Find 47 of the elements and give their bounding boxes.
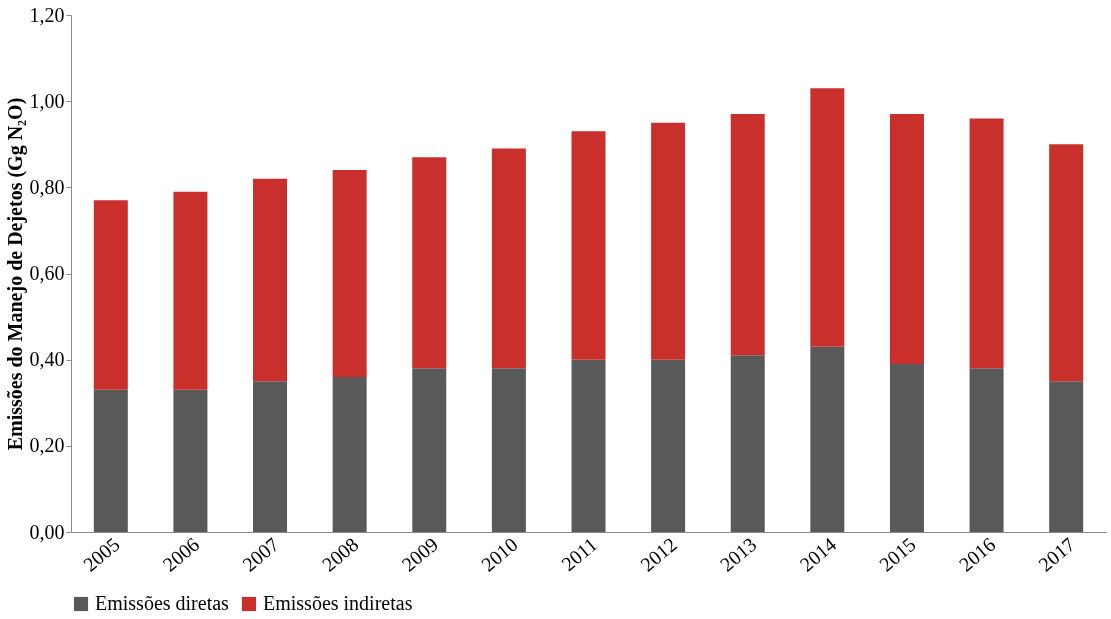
bar bbox=[332, 170, 367, 377]
bar bbox=[810, 88, 845, 347]
bar bbox=[412, 157, 447, 369]
legend-label: Emissões diretas bbox=[95, 592, 230, 614]
bar bbox=[253, 381, 288, 532]
y-tick-label: 0,40 bbox=[29, 348, 65, 371]
bar bbox=[93, 200, 128, 390]
bar bbox=[412, 368, 447, 532]
bar bbox=[93, 389, 128, 532]
bar bbox=[491, 368, 526, 532]
bar bbox=[173, 389, 208, 532]
bar bbox=[730, 355, 765, 532]
bar bbox=[889, 114, 924, 364]
y-tick-label: 0,20 bbox=[29, 434, 65, 457]
x-tick-label: 2015 bbox=[875, 532, 920, 576]
bar bbox=[571, 359, 606, 532]
x-tick-label: 2011 bbox=[557, 532, 602, 576]
legend-label: Emissões indiretas bbox=[263, 592, 413, 614]
x-tick-label: 2013 bbox=[715, 532, 761, 576]
x-tick-label: 2008 bbox=[317, 532, 363, 576]
bar bbox=[491, 148, 526, 369]
bar bbox=[651, 359, 686, 532]
x-tick-label: 2014 bbox=[795, 532, 841, 576]
x-tick-label: 2009 bbox=[397, 532, 443, 576]
bar bbox=[889, 363, 924, 532]
bar bbox=[173, 191, 208, 390]
y-tick-label: 0,60 bbox=[29, 262, 65, 284]
bar bbox=[1049, 381, 1084, 532]
bar bbox=[969, 368, 1004, 532]
y-tick-label: 1,00 bbox=[29, 89, 65, 112]
x-tick-label: 2005 bbox=[78, 532, 124, 576]
bar bbox=[730, 114, 765, 356]
x-tick-label: 2012 bbox=[636, 532, 681, 576]
bar bbox=[332, 376, 367, 532]
y-tick-label: 0,80 bbox=[29, 175, 65, 198]
bar bbox=[1049, 144, 1084, 382]
x-tick-label: 2006 bbox=[158, 532, 204, 576]
bar bbox=[253, 178, 288, 382]
bar bbox=[969, 118, 1004, 369]
y-axis-title: Emissões do Manejo de Dejetos (Gg N₂O) bbox=[3, 97, 27, 451]
y-tick-label: 1,20 bbox=[29, 3, 65, 26]
x-tick-label: 2016 bbox=[954, 532, 1000, 576]
y-tick-label: 0,00 bbox=[29, 520, 65, 543]
x-tick-label: 2010 bbox=[476, 532, 522, 576]
bar bbox=[571, 131, 606, 360]
bar bbox=[810, 346, 845, 532]
bar bbox=[651, 122, 686, 360]
